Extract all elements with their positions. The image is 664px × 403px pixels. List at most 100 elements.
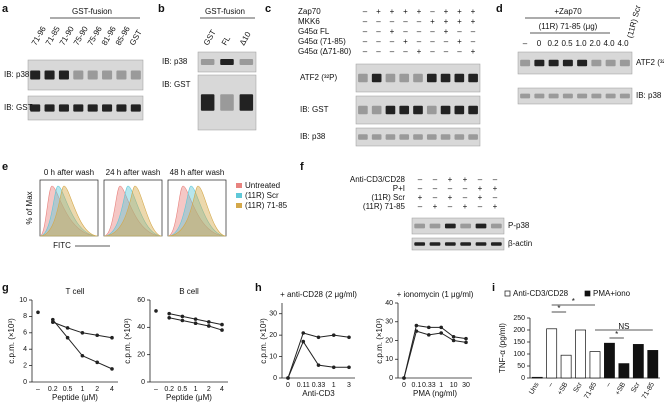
band — [358, 73, 368, 83]
y-tick-label: 0 — [273, 375, 277, 382]
point — [451, 334, 456, 339]
sign: – — [390, 47, 395, 56]
row-label: P+I — [393, 184, 405, 193]
axis-label: Peptide (μM) — [166, 393, 212, 402]
point — [301, 339, 306, 344]
panel-label: c — [265, 3, 271, 15]
sign: + — [430, 17, 435, 26]
sign: + — [417, 7, 422, 16]
sign: + — [417, 47, 422, 56]
legend-label: (11R) Scr — [245, 191, 279, 200]
row-label: Anti-CD3/CD28 — [350, 175, 406, 184]
band — [385, 105, 396, 115]
sign: – — [418, 202, 423, 211]
point — [331, 365, 336, 370]
blot-label: P-p38 — [508, 221, 530, 230]
point — [451, 338, 456, 343]
blot — [517, 87, 633, 105]
x-tick-label: 3 — [347, 382, 351, 389]
sign: – — [417, 27, 422, 36]
axis-label: c.p.m. (×10³) — [375, 318, 384, 364]
plot-title: T cell — [66, 287, 85, 296]
x-tick-label: 0 — [286, 382, 290, 389]
sign: – — [463, 193, 468, 202]
sign: – — [390, 37, 395, 46]
sign: – — [430, 47, 435, 56]
band — [102, 70, 113, 80]
sign: – — [418, 184, 423, 193]
dose: 4.0 — [603, 39, 615, 48]
y-tick-label: 0 — [389, 375, 393, 382]
band — [475, 242, 487, 246]
band — [468, 73, 478, 83]
sign: – — [444, 37, 449, 46]
point — [80, 353, 85, 358]
x-tick-label: 0.5 — [63, 386, 73, 393]
point — [439, 325, 444, 330]
sign: + — [493, 184, 498, 193]
sign: + — [478, 193, 483, 202]
axis-label: c.p.m. (×10³) — [7, 318, 16, 364]
point — [402, 376, 406, 380]
band — [605, 59, 616, 67]
band — [454, 105, 465, 115]
line — [403, 324, 467, 379]
legend-swatch — [236, 183, 242, 188]
panel-title: 0 h after wash — [44, 168, 94, 177]
x-tick-label: – — [547, 381, 555, 388]
sign: + — [403, 7, 408, 16]
band — [73, 70, 84, 80]
x-tick-label: +SB — [557, 381, 570, 396]
axis-label: Anti-CD3 — [302, 389, 335, 398]
bar — [647, 350, 659, 379]
point — [65, 326, 70, 330]
point — [207, 320, 211, 324]
sign: – — [478, 202, 483, 211]
sign: – — [433, 175, 438, 184]
point — [414, 329, 419, 333]
y-tick-label: 200 — [513, 327, 525, 334]
bar — [546, 328, 558, 379]
y-tick-label: 50 — [517, 363, 525, 370]
x-tick-label: 2 — [207, 386, 211, 393]
bar — [618, 363, 630, 379]
band — [490, 223, 502, 229]
y-tick-label: 100 — [513, 351, 525, 358]
band — [444, 242, 456, 246]
header: +Zap70 — [554, 7, 582, 16]
blot-label: ATF2 (³²P) — [300, 73, 338, 82]
sign: – — [463, 184, 468, 193]
sign: – — [376, 37, 381, 46]
sign: + — [444, 27, 449, 36]
panel-title: 24 h after wash — [106, 168, 161, 177]
sign: + — [448, 193, 453, 202]
point — [110, 367, 114, 371]
x-tick-label: 4 — [110, 386, 114, 393]
point — [331, 333, 336, 337]
row-label: IB: p38 — [4, 70, 30, 79]
row-label: G45α FL — [298, 27, 330, 36]
point — [464, 336, 468, 341]
point — [95, 333, 99, 338]
sign: – — [417, 37, 422, 46]
header: GST-fusion — [205, 7, 245, 16]
axis-label: Peptide (μM) — [52, 393, 98, 402]
band — [371, 105, 382, 115]
band — [440, 73, 451, 83]
x-tick-label: 4 — [220, 386, 224, 393]
blot-label: β-actin — [508, 239, 532, 248]
legend-swatch — [504, 290, 511, 297]
band — [562, 93, 573, 99]
band — [87, 70, 98, 80]
sign: – — [430, 7, 435, 16]
point — [316, 335, 321, 340]
band — [591, 59, 602, 67]
sign: + — [463, 202, 468, 211]
band — [426, 134, 437, 140]
band — [58, 104, 69, 112]
sign: + — [478, 184, 483, 193]
axis-label: c.p.m. (×10³) — [259, 318, 268, 364]
y-tick-label: 20 — [269, 332, 277, 339]
sign: + — [403, 37, 408, 46]
x-tick-label: 30 — [462, 382, 470, 389]
